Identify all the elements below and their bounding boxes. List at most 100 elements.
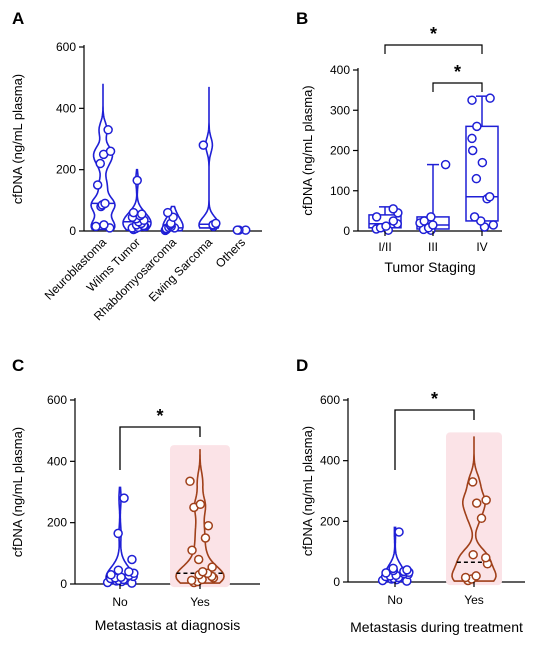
panel-a-point-neuroblastoma-9	[105, 146, 116, 157]
panel-a-point-ewing-sarcoma-2	[211, 218, 221, 229]
panel-a-y-tick-label-600: 600	[56, 40, 76, 54]
panel-d-significance-label-0: *	[431, 389, 438, 409]
panel-b-y-axis-title: cfDNA (ng/mL plasma)	[300, 85, 315, 215]
panel-a-y-tick-label-400: 400	[56, 101, 76, 115]
panel-c-point-yes-11	[187, 545, 197, 556]
panel-a-point-neuroblastoma-7	[95, 158, 106, 169]
panel-c-y-tick-label-0: 0	[60, 577, 67, 591]
panel-d-point-yes-6	[468, 549, 478, 560]
panel-b-point-iii-6	[426, 212, 436, 222]
panel-d-y-tick-label-600: 600	[320, 393, 340, 407]
panel-c-point-yes-16	[185, 476, 195, 487]
panel-b-significance-bracket-1	[432, 82, 483, 92]
panel-c-x-tick-label-yes: Yes	[190, 595, 210, 609]
panel-a-point-neuroblastoma-10	[103, 125, 113, 135]
panel-b-x-tick-label-iii: III	[428, 240, 438, 254]
panel-a-point-wilms-tumor-15	[132, 175, 142, 186]
panel-d-point-yes-9	[481, 495, 491, 505]
panel-b-point-iv-8	[467, 145, 478, 156]
panel-a-x-tick-label-ewing-sarcoma: Ewing Sarcoma	[146, 235, 216, 305]
panel-c-point-yes-13	[203, 520, 214, 531]
panel-a-point-neuroblastoma-2	[99, 220, 109, 230]
panel-letter-c: C	[12, 356, 24, 375]
panel-c-x-axis-title: Metastasis at diagnosis	[95, 617, 241, 633]
panel-b-point-iv-6	[471, 173, 482, 184]
panel-b-point-iv-10	[472, 121, 482, 132]
panel-d-x-tick-label-yes: Yes	[464, 593, 484, 607]
panel-c-significance-label-0: *	[156, 406, 163, 426]
panel-d-point-yes-2	[460, 572, 471, 583]
panel-c-point-yes-8	[197, 566, 208, 577]
panel-d-y-tick-label-200: 200	[320, 514, 340, 528]
panel-a-point-wilms-tumor-14	[128, 207, 139, 218]
panel-b-point-iii-3	[428, 220, 438, 230]
panel-d-violin-yes	[451, 436, 497, 582]
panel-a-violin-rhabdomyosarcoma	[162, 205, 184, 232]
panel-b-x-axis-title: Tumor Staging	[384, 259, 475, 275]
panel-c-point-yes-2	[186, 575, 197, 586]
panel-b-point-i-ii-3	[381, 221, 391, 231]
panel-b-y-tick-label-0: 0	[343, 224, 350, 238]
panel-b-point-i-ii-5	[388, 216, 399, 226]
panel-c-y-tick-label-200: 200	[47, 516, 67, 530]
panel-d-significance-bracket-0	[394, 409, 475, 470]
panel-a-point-neuroblastoma-6	[92, 180, 103, 190]
panel-a-point-ewing-sarcoma-3	[198, 140, 209, 150]
panel-b-box-chart: 0 100 200 300 400 cfDNA (ng/mL plasma) I/II III…	[300, 24, 502, 275]
panel-letter-a: A	[12, 9, 24, 28]
panel-c-y-axis-title: cfDNA (ng/mL plasma)	[10, 427, 25, 557]
panel-b-point-iv-5	[484, 192, 495, 202]
panel-a-point-others-2	[232, 225, 243, 235]
panel-c-point-no-15	[127, 554, 137, 565]
panel-c-point-yes-15	[195, 499, 206, 510]
panel-d-violin-no	[384, 526, 406, 583]
panel-b-significance-label-1: *	[454, 62, 461, 82]
panel-d-violin-bg-yes	[446, 432, 502, 586]
panel-c-point-no-11	[106, 570, 116, 580]
panel-a-violin-ewing-sarcoma	[198, 86, 220, 229]
panel-a-point-rhabdomyosarcoma-9	[163, 207, 173, 218]
panel-b-point-iv-9	[467, 133, 477, 144]
panel-c-point-no-13	[124, 566, 134, 577]
panel-d-point-yes-7	[476, 513, 487, 524]
panel-c-point-no-16	[113, 528, 123, 539]
panel-d-point-no-16	[388, 563, 398, 574]
panel-a-y-axis-title: cfDNA (ng/mL plasma)	[10, 74, 25, 204]
panel-a-point-neuroblastoma-1	[91, 221, 101, 232]
panel-c-violin-bg-yes	[170, 445, 230, 588]
panel-b-point-iv-7	[477, 157, 488, 168]
panel-c-y-tick-label-600: 600	[47, 393, 67, 407]
panel-letter-b: B	[296, 9, 308, 28]
panel-d-x-axis-title: Metastasis during treatment	[350, 619, 523, 635]
panel-d-point-yes-10	[467, 477, 478, 487]
panel-b-significance-bracket-0	[384, 44, 483, 54]
panel-a-x-tick-label-others: Others	[213, 235, 248, 270]
panel-b-significance-label-0: *	[430, 24, 437, 44]
panel-d-point-no-15	[402, 565, 412, 575]
panel-b-point-i-ii-8	[388, 204, 398, 214]
panel-c-significance-bracket-0	[119, 426, 201, 470]
panel-d-point-no-17	[394, 527, 404, 537]
panel-a-y-tick-label-200: 200	[56, 163, 76, 177]
panel-a-point-wilms-tumor-13	[136, 209, 147, 219]
panel-b-point-iv-12	[485, 93, 495, 103]
panel-c-point-no-17	[119, 493, 129, 503]
panel-b-x-tick-label-i-ii: I/II	[378, 240, 391, 254]
panel-c-point-no-14	[113, 565, 124, 575]
panel-b-y-tick-label-300: 300	[330, 103, 350, 117]
panel-b-point-i-ii-6	[371, 212, 382, 222]
panel-c-violin-chart: 0 200 400 600 cfDNA (ng/mL plasma) No Yes Metas…	[10, 393, 260, 633]
panel-c-violin-no	[105, 486, 135, 585]
panel-b-point-iv-11	[467, 95, 477, 105]
panel-letter-d: D	[296, 356, 308, 375]
panel-d-x-tick-label-no: No	[387, 593, 403, 607]
panel-b-point-iv-3	[469, 212, 480, 222]
panel-a-point-neuroblastoma-5	[100, 198, 110, 209]
panel-d-y-axis-title: cfDNA (ng/mL plasma)	[300, 426, 315, 556]
panel-d-y-tick-label-0: 0	[333, 575, 340, 589]
panel-b-y-tick-label-100: 100	[330, 184, 350, 198]
panel-d-y-tick-label-400: 400	[320, 454, 340, 468]
panel-b-x-tick-label-iv: IV	[476, 240, 487, 254]
